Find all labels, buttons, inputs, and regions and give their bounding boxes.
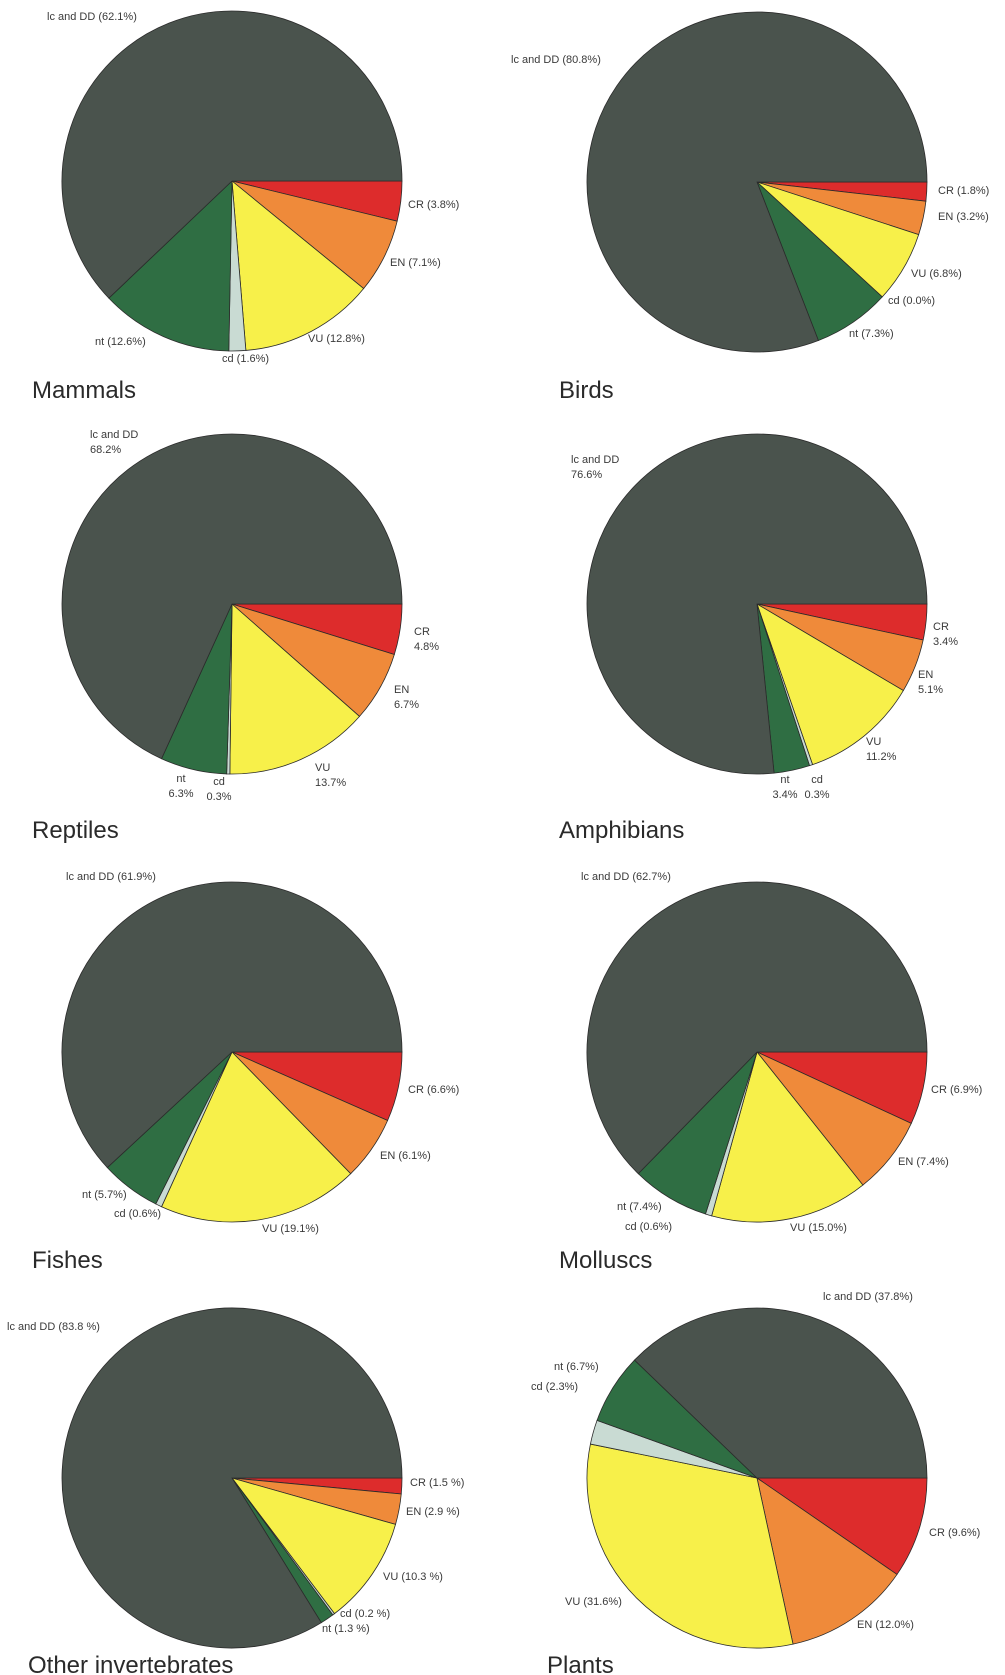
slice-label-en: EN (6.1%)	[380, 1150, 431, 1162]
pie-slice-lc-and-dd	[586, 881, 928, 1175]
pie-slice-lc-and-dd	[61, 10, 403, 299]
slice-label-cr: CR (1.5 %)	[410, 1477, 464, 1489]
slice-label-en: EN (12.0%)	[857, 1619, 914, 1631]
pie-chart-plants: CR (9.6%) EN (12.0%) VU (31.6%) cd (2.3%) nt…	[531, 1291, 980, 1675]
slice-label-en: EN 6.7%	[394, 684, 419, 711]
slice-label-en: EN (7.1%)	[390, 257, 441, 269]
chart-title: Molluscs	[559, 1247, 652, 1274]
chart-title: Plants	[547, 1652, 614, 1675]
slice-label-lc-and-dd: lc and DD (83.8 %)	[7, 1321, 100, 1333]
pie-chart-birds: CR (1.8%) EN (3.2%) VU (6.8%) cd (0.0%) nt (…	[511, 11, 989, 404]
chart-title: Birds	[559, 377, 614, 404]
pie-slice-vu	[161, 1051, 352, 1223]
pie-chart-mammals: CR (3.8%) EN (7.1%) VU (12.8%) cd (1.6%) nt …	[32, 10, 459, 404]
slice-label-cr: CR (6.6%)	[408, 1084, 459, 1096]
slice-label-cd: cd (1.6%)	[222, 353, 269, 365]
pie-slice-lc-and-dd	[61, 433, 403, 760]
pie-chart-amphibians: CR 3.4% EN 5.1% VU 11.2% cd 0.3% nt 3.4% lc and DD…	[559, 433, 958, 844]
slice-label-vu: VU (19.1%)	[262, 1223, 319, 1235]
slice-label-vu: VU (31.6%)	[565, 1596, 622, 1608]
slice-label-en: EN 5.1%	[918, 669, 943, 696]
slice-label-nt: nt (12.6%)	[95, 336, 146, 348]
slice-label-vu: VU (15.0%)	[790, 1222, 847, 1234]
slice-label-nt: nt 6.3%	[168, 773, 193, 800]
slice-label-en: EN (7.4%)	[898, 1156, 949, 1168]
slice-label-vu: VU (12.8%)	[308, 333, 365, 345]
pie-slice-lc-and-dd	[61, 881, 403, 1169]
slice-label-cd: cd (2.3%)	[531, 1381, 578, 1393]
slice-label-cd: cd 0.3%	[804, 774, 829, 801]
slice-label-lc-and-dd: lc and DD (37.8%)	[823, 1291, 913, 1303]
slice-label-cr: CR (1.8%)	[938, 185, 989, 197]
pie-slice-nt	[108, 180, 233, 352]
slice-label-lc-and-dd: lc and DD (62.1%)	[47, 11, 137, 23]
slice-label-nt: nt (7.4%)	[617, 1201, 662, 1213]
chart-title: Reptiles	[32, 817, 119, 844]
chart-title: Mammals	[32, 377, 136, 404]
pie-slice-cr	[755, 1477, 928, 1575]
slice-label-cd: cd (0.2 %)	[340, 1608, 390, 1620]
pie-slice-vu	[229, 603, 361, 775]
pie-slice-lc-and-dd	[586, 433, 928, 775]
slice-label-nt: nt (6.7%)	[554, 1361, 599, 1373]
slice-label-cr: CR 3.4%	[933, 621, 958, 648]
pie-slice-vu	[230, 1477, 397, 1615]
pie-chart-fishes: CR (6.6%) EN (6.1%) VU (19.1%) cd (0.6%) nt …	[32, 871, 459, 1274]
slice-label-cr: CR (3.8%)	[408, 199, 459, 211]
pie-slice-vu	[711, 1051, 864, 1223]
slice-label-lc-and-dd: lc and DD (61.9%)	[66, 871, 156, 883]
pie-slice-vu	[586, 1443, 794, 1649]
chart-title: Amphibians	[559, 817, 684, 844]
pie-slice-lc-and-dd	[61, 1307, 403, 1649]
slice-label-cd: cd 0.3%	[206, 776, 231, 803]
slice-label-nt: nt 3.4%	[772, 774, 797, 801]
slice-label-vu: VU 11.2%	[866, 736, 897, 763]
slice-label-cd: cd (0.6%)	[114, 1208, 161, 1220]
pie-chart-reptiles: CR 4.8% EN 6.7% VU 13.7% cd 0.3% nt 6.3% lc and DD…	[32, 429, 439, 844]
slice-label-lc-and-dd: lc and DD (62.7%)	[581, 871, 671, 883]
pie-slice-vu	[756, 603, 904, 766]
slice-label-en: EN (3.2%)	[938, 211, 989, 223]
slice-label-cr: CR 4.8%	[414, 626, 439, 653]
pie-slice-en	[756, 1477, 898, 1645]
chart-title: Other invertebrates	[28, 1652, 233, 1675]
slice-label-nt: nt (7.3%)	[849, 328, 894, 340]
pie-slice-lc-and-dd	[586, 11, 928, 353]
pie-slice-vu	[231, 180, 365, 351]
slice-label-cd: cd (0.6%)	[625, 1221, 672, 1233]
slice-label-lc-and-dd: lc and DD 68.2%	[90, 429, 138, 456]
slice-label-vu: VU (10.3 %)	[383, 1571, 443, 1583]
pie-chart-other-invertebrates: CR (1.5 %) EN (2.9 %) VU (10.3 %) cd (0.2 %…	[7, 1307, 464, 1675]
slice-label-nt: nt (5.7%)	[82, 1189, 127, 1201]
slice-label-cr: CR (9.6%)	[929, 1527, 980, 1539]
slice-label-en: EN (2.9 %)	[406, 1506, 460, 1518]
slice-label-cr: CR (6.9%)	[931, 1084, 982, 1096]
slice-label-lc-and-dd: lc and DD 76.6%	[571, 454, 619, 481]
slice-label-nt: nt (1.3 %)	[322, 1623, 370, 1635]
pie-slice-lc-and-dd	[633, 1307, 928, 1479]
slice-label-vu: VU (6.8%)	[911, 268, 962, 280]
slice-label-cd: cd (0.0%)	[888, 295, 935, 307]
slice-label-vu: VU 13.7%	[315, 762, 346, 789]
pie-chart-molluscs: CR (6.9%) EN (7.4%) VU (15.0%) cd (0.6%) nt …	[559, 871, 982, 1274]
slice-label-lc-and-dd: lc and DD (80.8%)	[511, 54, 601, 66]
chart-title: Fishes	[32, 1247, 103, 1274]
